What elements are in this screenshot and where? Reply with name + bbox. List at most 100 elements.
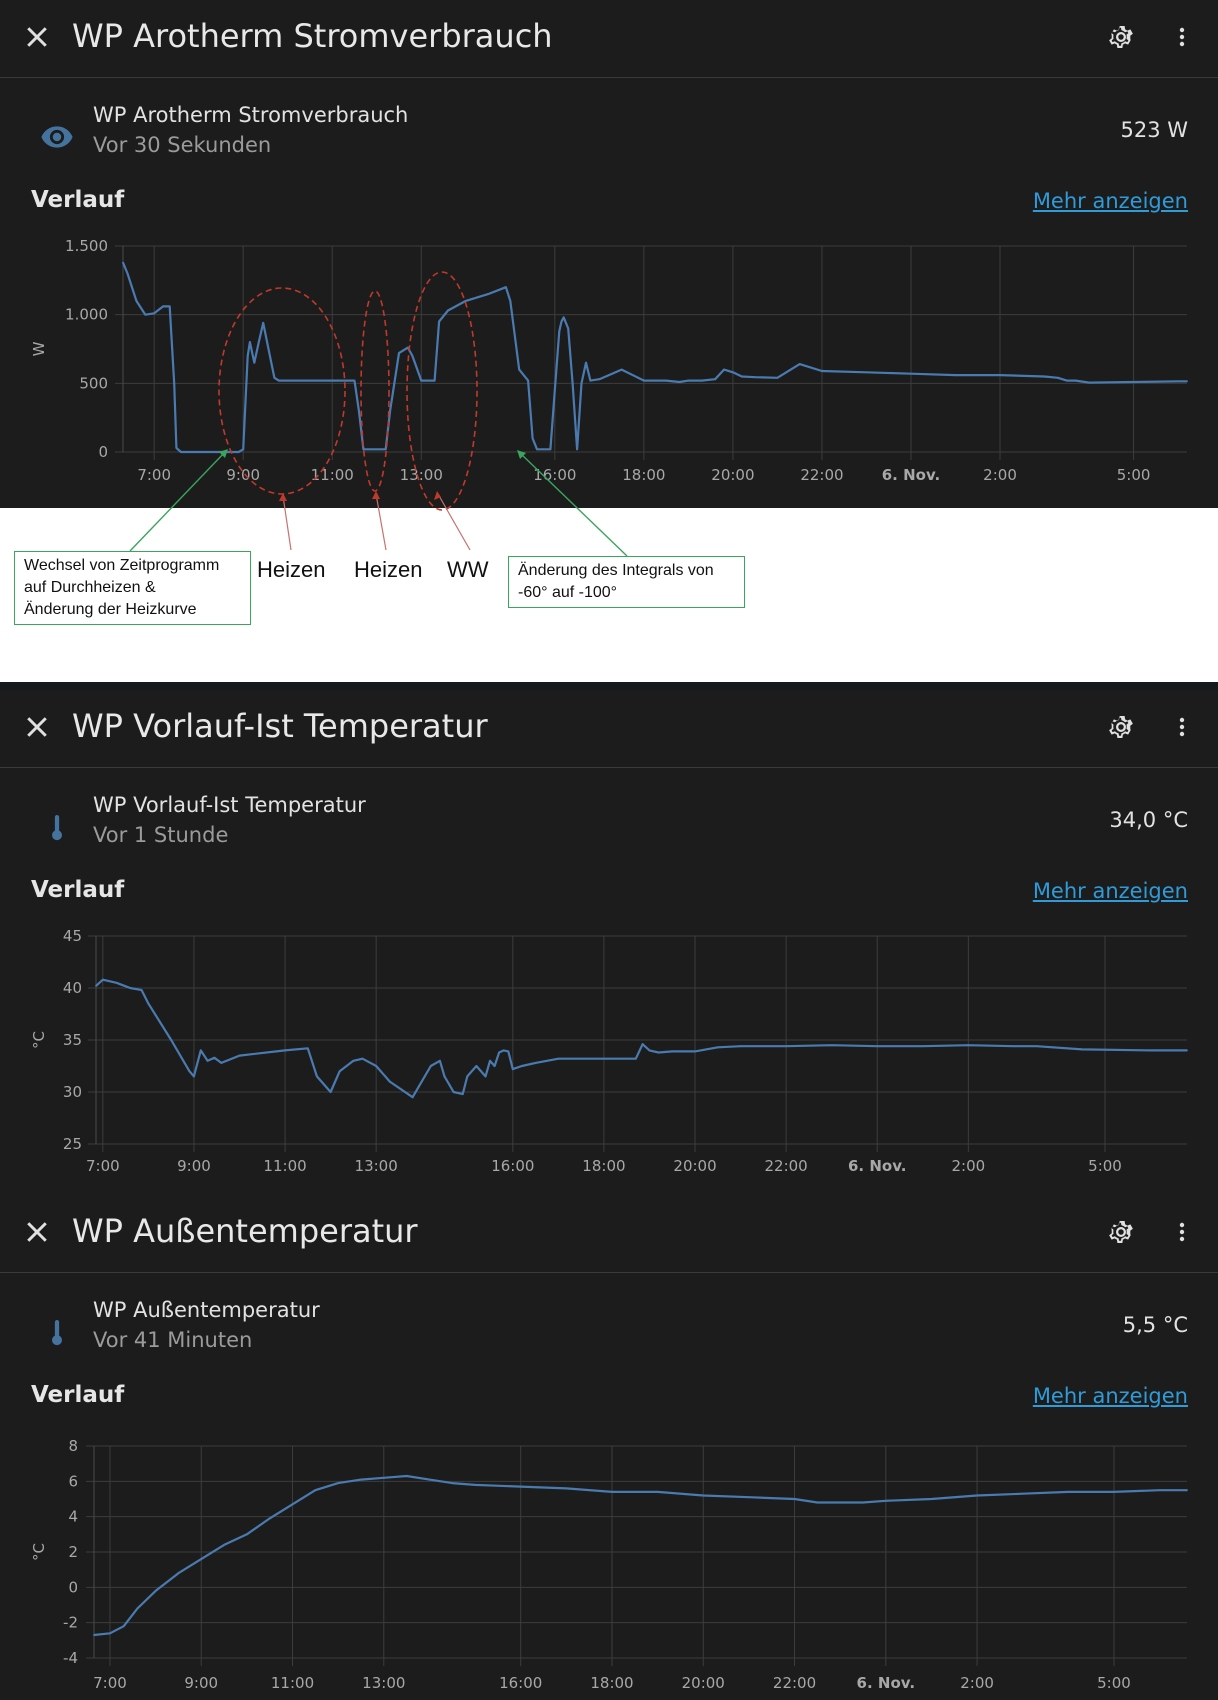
x-tick-label: 2:00 — [983, 466, 1017, 484]
data-point — [464, 300, 467, 302]
x-tick-label: 11:00 — [263, 1157, 306, 1175]
show-more-link[interactable]: Mehr anzeigen — [1032, 1384, 1188, 1408]
data-point — [362, 448, 365, 451]
data-point — [534, 1062, 537, 1064]
more-vert-icon[interactable] — [1170, 22, 1194, 52]
data-point — [277, 379, 280, 382]
history-heading: Verlauf — [31, 877, 125, 903]
history-heading: Verlauf — [31, 1382, 125, 1408]
annotation-line: Änderung des Integrals von — [518, 562, 714, 579]
data-point — [314, 1489, 317, 1492]
data-point — [475, 1065, 478, 1067]
data-point — [865, 371, 868, 374]
data-point — [382, 1476, 385, 1479]
annotation-box-integral-change: Änderung des Integrals von -60° auf -100… — [508, 556, 745, 608]
data-point — [375, 1065, 378, 1067]
data-point — [361, 1057, 364, 1060]
y-axis-label: °C — [30, 1031, 48, 1049]
data-point — [754, 376, 757, 379]
data-point — [122, 1625, 125, 1628]
close-icon[interactable] — [22, 1217, 52, 1247]
data-point — [269, 355, 271, 357]
data-point — [511, 1068, 514, 1070]
show-more-link[interactable]: Mehr anzeigen — [1032, 189, 1188, 213]
data-point — [507, 1050, 510, 1053]
y-tick-label: 45 — [63, 927, 82, 945]
y-tick-label: 0 — [98, 443, 108, 461]
entity-state-value: 34,0 °C — [1109, 808, 1188, 832]
annotation-line: Wechsel von Zeitprogramm — [24, 557, 220, 574]
data-point — [557, 1057, 560, 1060]
data-point — [154, 1590, 157, 1592]
x-tick-label: 11:00 — [271, 1674, 314, 1692]
data-point — [571, 382, 574, 385]
x-tick-label: 13:00 — [355, 1157, 398, 1175]
show-more-link[interactable]: Mehr anzeigen — [1032, 879, 1188, 903]
gear-icon[interactable] — [1106, 712, 1136, 742]
data-point — [776, 376, 779, 379]
data-point — [238, 1054, 241, 1057]
data-point — [273, 376, 276, 379]
series-line — [95, 978, 1187, 1099]
power-panel: WP Arotherm Stromverbrauch WP Arotherm S… — [0, 0, 1218, 508]
flow-temp-history-chart: 25 30 35 40 45 7:00 9:00 11:00 13:00 16:00 18:00 20… — [30, 927, 1188, 1175]
data-point — [567, 327, 570, 330]
close-icon[interactable] — [22, 22, 52, 52]
entity-state-value: 523 W — [1120, 118, 1188, 142]
data-point — [798, 363, 801, 365]
data-point — [162, 305, 165, 308]
data-point — [657, 1051, 660, 1054]
data-point — [1132, 381, 1135, 383]
data-point — [1158, 1489, 1161, 1492]
data-point — [223, 1544, 226, 1546]
data-point — [147, 1002, 150, 1005]
data-point — [135, 300, 138, 302]
data-point — [242, 448, 245, 451]
gear-icon[interactable] — [1106, 1217, 1136, 1247]
data-point — [1186, 1489, 1188, 1492]
data-point — [876, 1045, 879, 1048]
x-tick-label: 6. Nov. — [882, 466, 940, 484]
dialog-title: WP Außentemperatur — [72, 1212, 418, 1250]
data-point — [180, 451, 182, 453]
data-point — [177, 1572, 180, 1575]
gear-icon[interactable] — [1106, 22, 1136, 52]
data-point — [439, 1059, 441, 1062]
x-tick-label: 2:00 — [960, 1674, 994, 1692]
thermometer-icon — [52, 1319, 62, 1346]
data-point — [306, 1047, 309, 1050]
data-point — [246, 355, 249, 357]
more-vert-icon[interactable] — [1170, 712, 1194, 742]
data-point — [565, 1487, 568, 1490]
close-icon[interactable] — [22, 712, 52, 742]
data-point — [700, 379, 703, 382]
entity-last-changed: Vor 41 Minuten — [93, 1328, 253, 1352]
x-tick-label: 13:00 — [400, 466, 443, 484]
data-point — [411, 355, 414, 357]
data-point — [976, 1494, 978, 1497]
data-point — [821, 370, 823, 372]
annotation-box-mode-change: Wechsel von Zeitprogramm auf Durchheizen… — [14, 551, 251, 625]
data-point — [213, 1056, 216, 1059]
data-point — [197, 451, 200, 453]
data-point — [420, 379, 423, 382]
more-vert-icon[interactable] — [1170, 1217, 1194, 1247]
data-point — [253, 361, 256, 364]
data-point — [521, 1065, 523, 1067]
y-tick-label: 30 — [63, 1083, 82, 1101]
dialog-header: WP Außentemperatur — [0, 1195, 1218, 1273]
data-point — [748, 1496, 750, 1499]
data-point — [694, 1050, 696, 1053]
x-tick-label: 22:00 — [765, 1157, 808, 1175]
data-point — [498, 1051, 500, 1054]
data-point — [424, 379, 427, 382]
panel-separator — [0, 682, 1218, 690]
entity-last-changed: Vor 30 Sekunden — [93, 133, 272, 157]
data-point — [438, 320, 440, 323]
x-tick-label: 7:00 — [93, 1674, 127, 1692]
x-tick-label: 5:00 — [1097, 1674, 1131, 1692]
data-point — [585, 361, 587, 364]
data-point — [702, 1494, 705, 1497]
data-point — [954, 374, 957, 376]
data-point — [388, 1080, 391, 1083]
